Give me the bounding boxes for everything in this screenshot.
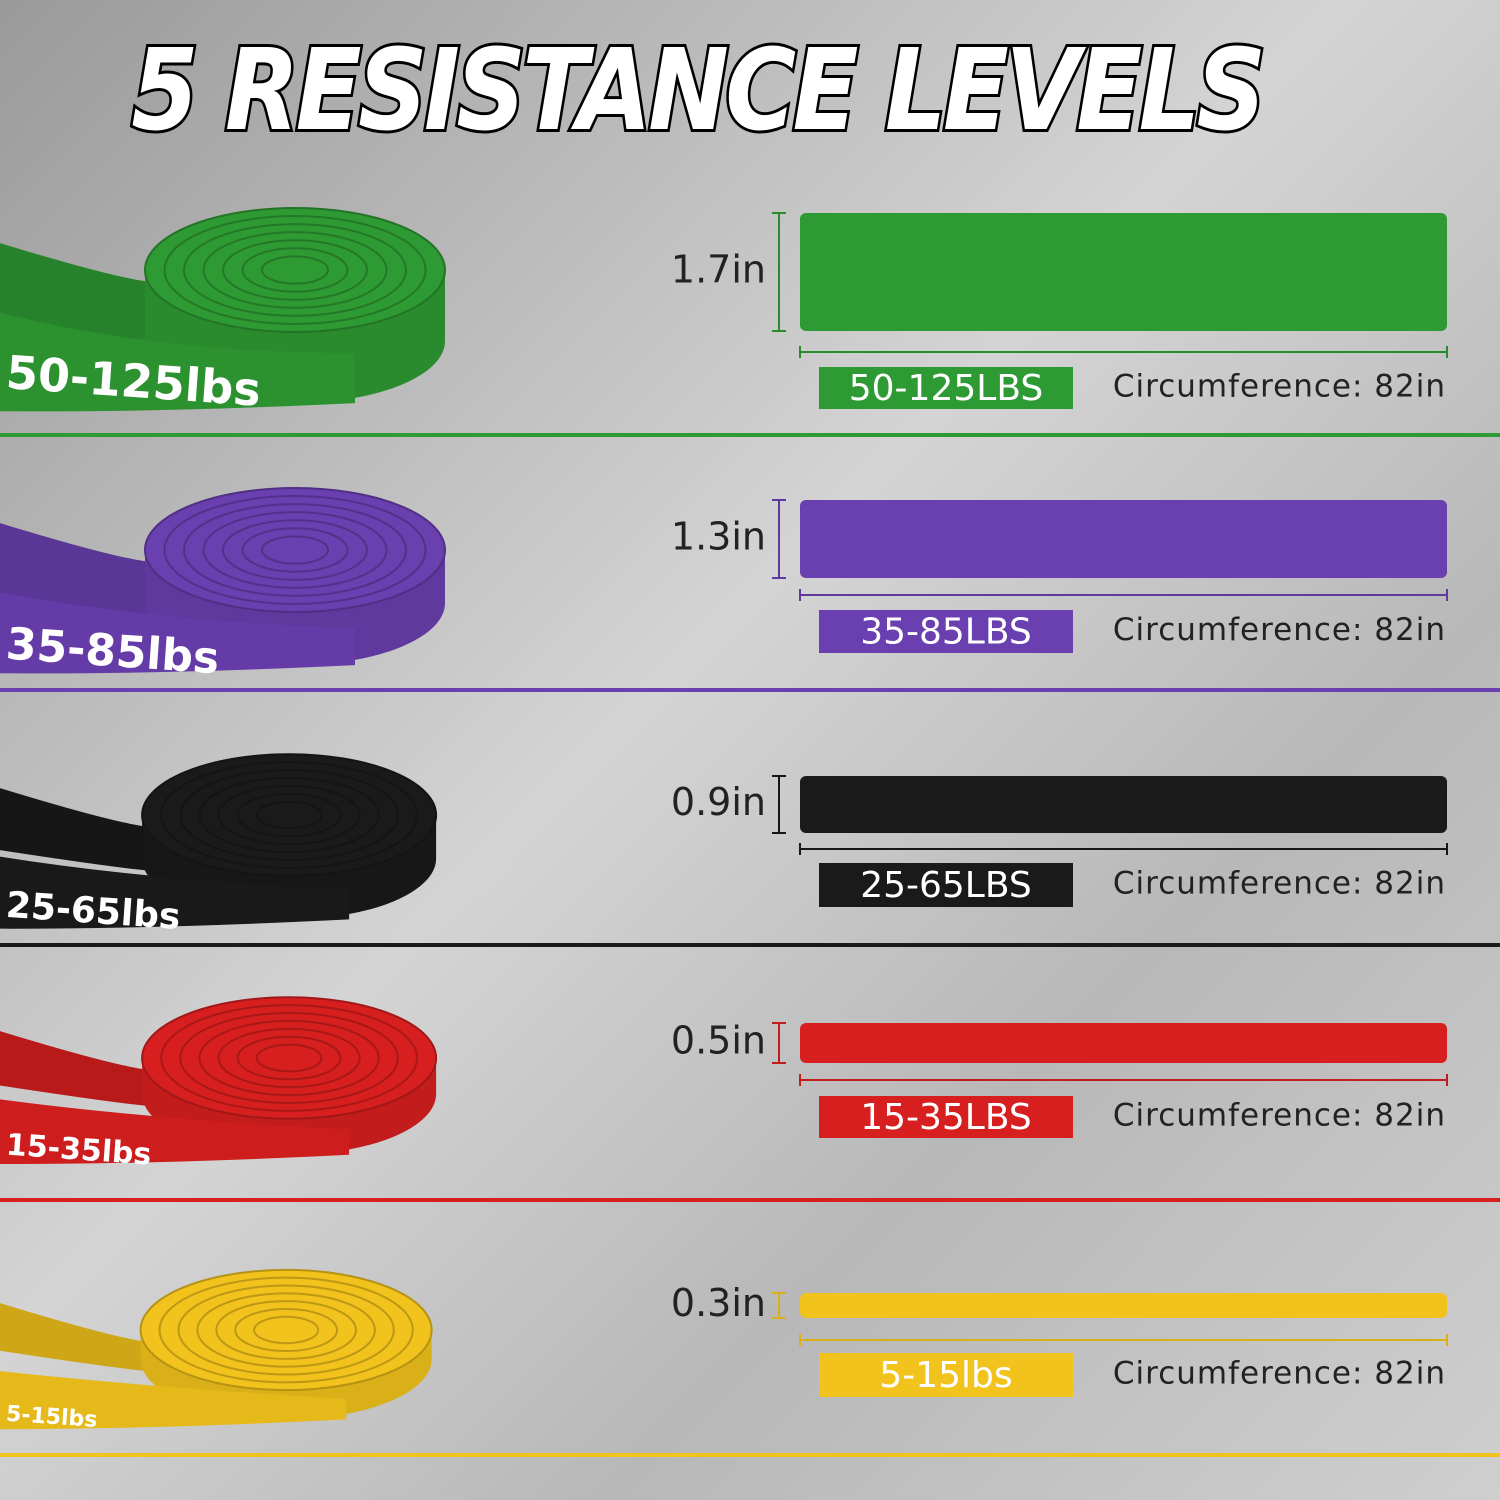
coil-top (139, 1268, 433, 1392)
width-label: 0.3in (671, 1281, 766, 1325)
coil-ring (236, 1035, 342, 1081)
coil-top (141, 753, 438, 877)
coil-ring (241, 247, 349, 293)
coil-ring (202, 231, 388, 309)
coil-ring (261, 535, 329, 565)
resistance-tag (819, 1096, 1073, 1138)
coil-ring (163, 495, 427, 605)
coil-ring (217, 1027, 361, 1089)
circumference: Circumference: 82in (1113, 1098, 1446, 1134)
coil-ring (215, 1300, 357, 1360)
circumference: Circumference: 82in (1113, 369, 1446, 405)
coil-ring (158, 1276, 414, 1384)
title: 5 RESISTANCE LEVELS (131, 25, 1262, 156)
coil-ring (255, 800, 323, 830)
front-band (0, 312, 355, 412)
band-strip (800, 1293, 1447, 1318)
coil-ring (160, 761, 418, 869)
resistance-tag (819, 367, 1073, 409)
band-strip (800, 213, 1447, 331)
width-label: 1.3in (671, 515, 766, 559)
width-label: 0.9in (671, 780, 766, 824)
band-tail (0, 523, 155, 616)
coil-ring (163, 215, 427, 325)
coil-ring (177, 1284, 395, 1376)
coil-ring (222, 519, 368, 581)
circumference: Circumference: 82in (1113, 612, 1446, 648)
band-tail (0, 788, 153, 871)
band-tail (0, 1303, 151, 1372)
coil-ring (160, 1004, 418, 1112)
coil-ring (222, 239, 368, 301)
coil-top (141, 996, 438, 1120)
coil-ring (183, 503, 407, 597)
coil-top (144, 207, 446, 333)
resistance-tag-label: 5-15lbs (879, 1355, 1012, 1396)
resistance-tag (819, 863, 1073, 907)
coil-ring (236, 792, 342, 838)
front-band (0, 1099, 350, 1165)
band-tail (0, 1031, 153, 1107)
coil-top (144, 487, 446, 613)
coil-ring (253, 1315, 320, 1345)
front-band (0, 856, 350, 929)
width-label: 1.7in (671, 248, 766, 292)
coil-ring (202, 511, 388, 589)
coil-ring (234, 1307, 339, 1353)
coil-ring (255, 1043, 323, 1073)
resistance-tag-label: 15-35LBS (860, 1097, 1032, 1138)
coil-ring (196, 1292, 376, 1368)
coil-ring (198, 1019, 380, 1097)
band-strip (800, 500, 1447, 578)
coil-ring (179, 769, 399, 861)
coil-ring (183, 223, 407, 317)
circumference: Circumference: 82in (1113, 1356, 1446, 1392)
resistance-tag-label: 25-65LBS (860, 865, 1032, 906)
coil-ring (261, 255, 329, 285)
coil-ring (241, 527, 349, 573)
width-label: 0.5in (671, 1019, 766, 1063)
front-band (0, 591, 355, 674)
coil-ring (198, 776, 380, 854)
resistance-tag (819, 1353, 1073, 1397)
coil-ring (217, 784, 361, 846)
circumference: Circumference: 82in (1113, 866, 1446, 902)
resistance-tag (819, 610, 1073, 653)
front-band (0, 1371, 347, 1430)
band-strip (800, 1023, 1447, 1063)
coil-ring (179, 1012, 399, 1104)
resistance-tag-label: 35-85LBS (860, 612, 1032, 653)
resistance-tag-label: 50-125LBS (849, 368, 1043, 409)
band-strip (800, 776, 1447, 833)
